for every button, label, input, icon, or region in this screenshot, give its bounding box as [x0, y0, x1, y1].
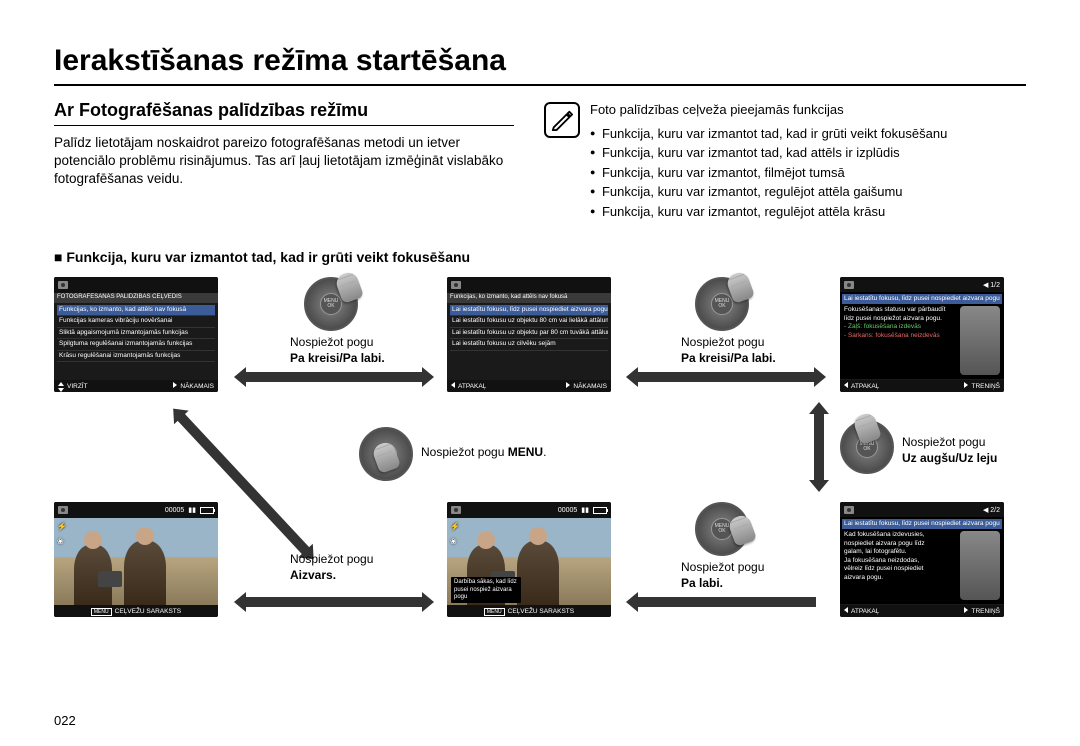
info-highlight: Lai iestatītu fokusu, līdz pusei nospied… — [842, 519, 1002, 529]
diagram: FOTOGRAFĒŠANAS PALĪDZĪBAS CEĻVEDIS Funkc… — [54, 277, 1026, 667]
camera-icon — [844, 506, 854, 514]
page-number: 022 — [54, 713, 76, 728]
menu-row: Spilgtuma regulēšanai izmantojamās funkc… — [57, 339, 215, 350]
control-wheel: MENUOK — [304, 277, 358, 331]
menu-row: Funkcijas kameras vibrāciju novēršanai — [57, 316, 215, 327]
footer-left: ATPAKAĻ — [851, 383, 879, 390]
subtitle: Ar Fotografēšanas palīdzības režīmu — [54, 100, 514, 126]
section-head: ■ Funkcija, kuru var izmantot tad, kad i… — [54, 249, 1026, 265]
caption-up-down: Nospiežot pogu Uz augšu/Uz leju — [902, 435, 1032, 466]
info-highlight: Lai iestatītu fokusu, līdz pusei nospied… — [842, 294, 1002, 304]
thumb-icon — [727, 513, 757, 547]
control-wheel: MENUOK — [695, 502, 749, 556]
note-icon — [544, 102, 580, 138]
counter: 00005 — [165, 507, 184, 514]
caption-left-right-2: Nospiežot pogu Pa kreisi/Pa labi. — [681, 335, 821, 366]
caption-menu: Nospiežot pogu MENU. — [421, 445, 591, 461]
thumb-icon — [371, 440, 401, 474]
control-wheel: MENUOK — [840, 420, 894, 474]
screen-bar: Funkcijas, ko izmanto, kad attēls nav fo… — [447, 293, 611, 303]
menu-row: Krāsu regulēšanai izmantojamās funkcijas — [57, 351, 215, 362]
footer-left: VIRZĪT — [67, 383, 88, 390]
footer-right: NĀKAMAIS — [180, 383, 214, 390]
thumb-icon — [852, 411, 882, 445]
note-item: Funkcija, kuru var izmantot tad, kad att… — [590, 143, 947, 163]
left-right-arrow — [244, 597, 424, 607]
footer-right: NĀKAMAIS — [573, 383, 607, 390]
menu-row: Funkcijas, ko izmanto, kad attēls nav fo… — [57, 305, 215, 316]
note-item: Funkcija, kuru var izmantot, regulējot a… — [590, 202, 947, 222]
screen-bar: FOTOGRAFĒŠANAS PALĪDZĪBAS CEĻVEDIS — [54, 293, 218, 303]
camera-icon — [451, 506, 461, 514]
camera-icon — [58, 506, 68, 514]
footer-center: CEĻVEŽU SARAKSTS — [115, 608, 181, 615]
screen-menu-1: FOTOGRAFĒŠANAS PALĪDZĪBAS CEĻVEDIS Funkc… — [54, 277, 218, 392]
caption-pa-labi: Nospiežot pogu Pa labi. — [681, 560, 821, 591]
camera-icon — [58, 281, 68, 289]
footer-left: ATPAKAĻ — [851, 608, 879, 615]
footer-right: TRENIŅŠ — [971, 608, 1000, 615]
pager: 1/2 — [990, 282, 1000, 289]
camera-icon — [451, 281, 461, 289]
screen-photo-2: 00005 ▮▮ ⚡❀ Darbība sākas, kad līdz puse… — [447, 502, 611, 617]
note-item: Funkcija, kuru var izmantot tad, kad ir … — [590, 124, 947, 144]
hint-box: Darbība sākas, kad līdz pusei nospiež ai… — [451, 577, 521, 603]
control-wheel: MENUOK — [359, 427, 413, 481]
menu-row: Sliktā apgaismojumā izmantojamās funkcij… — [57, 328, 215, 339]
menu-row: Lai iestatītu fokusu uz objektu par 80 c… — [450, 328, 608, 339]
footer-left: ATPAKAĻ — [458, 383, 486, 390]
camera-graphic — [960, 306, 1000, 375]
caption-left-right-1: Nospiežot pogu Pa kreisi/Pa labi. — [290, 335, 430, 366]
control-wheel: MENUOK — [695, 277, 749, 331]
left-right-arrow — [636, 372, 816, 382]
caption-aizvars: Nospiežot pogu Aizvars. — [290, 552, 430, 583]
note-body: Foto palīdzības ceļveža pieejamās funkci… — [590, 100, 947, 221]
note-item: Funkcija, kuru var izmantot, regulējot a… — [590, 182, 947, 202]
battery-icon — [593, 507, 607, 514]
camera-icon — [844, 281, 854, 289]
screen-photo-1: 00005 ▮▮ ⚡❀ MENUCEĻVEŽU SARAKSTS — [54, 502, 218, 617]
menu-row: Lai iestatītu fokusu uz objektu 80 cm va… — [450, 316, 608, 327]
menu-tag: MENU — [484, 608, 505, 616]
pager: 2/2 — [990, 507, 1000, 514]
left-arrow — [636, 597, 816, 607]
menu-row: Lai iestatītu fokusu, līdz pusei nospied… — [450, 305, 608, 316]
note-item: Funkcija, kuru var izmantot, filmējot tu… — [590, 163, 947, 183]
footer-center: CEĻVEŽU SARAKSTS — [508, 608, 574, 615]
screen-info-2: ◀ 2/2 Lai iestatītu fokusu, līdz pusei n… — [840, 502, 1004, 617]
screen-menu-2: Funkcijas, ko izmanto, kad attēls nav fo… — [447, 277, 611, 392]
footer-right: TRENIŅŠ — [971, 383, 1000, 390]
menu-tag: MENU — [91, 608, 112, 616]
note-head: Foto palīdzības ceļveža pieejamās funkci… — [590, 100, 947, 120]
up-down-arrow — [814, 412, 824, 482]
screen-info-1: ◀ 1/2 Lai iestatītu fokusu, līdz pusei n… — [840, 277, 1004, 392]
page-title: Ierakstīšanas režīma startēšana — [54, 44, 1026, 86]
intro-paragraph: Palīdz lietotājam noskaidrot pareizo fot… — [54, 134, 514, 189]
camera-graphic — [960, 531, 1000, 600]
battery-icon — [200, 507, 214, 514]
menu-row: Lai iestatītu fokusu uz cilvēku sejām — [450, 339, 608, 350]
left-right-arrow — [244, 372, 424, 382]
counter: 00005 — [558, 507, 577, 514]
